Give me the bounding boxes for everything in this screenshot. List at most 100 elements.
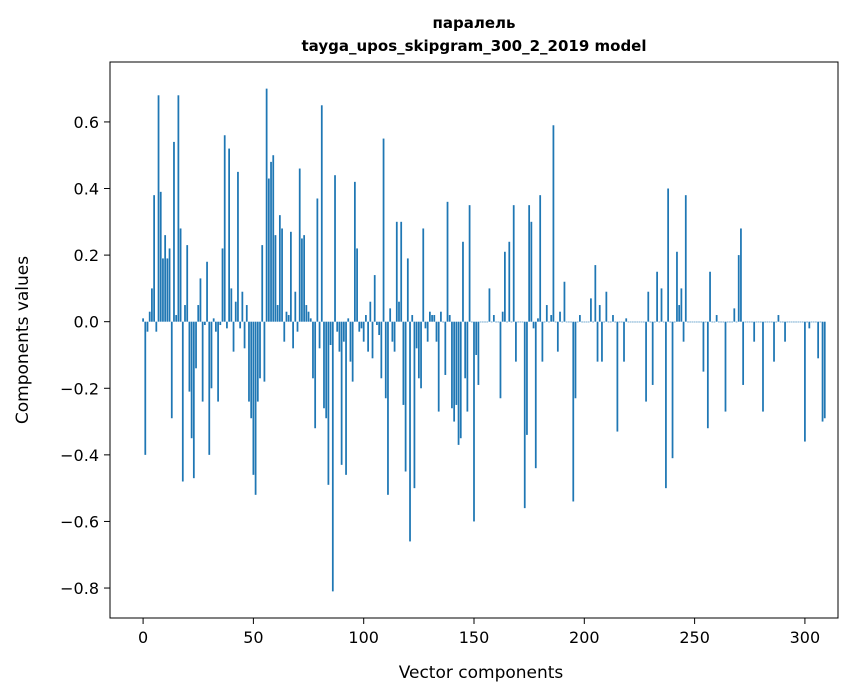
bar [548, 321, 550, 323]
bar [618, 321, 621, 323]
bar [199, 278, 202, 322]
bar [356, 248, 358, 322]
bar [473, 321, 475, 522]
bar [616, 321, 619, 432]
bar [810, 321, 813, 323]
bar [819, 321, 822, 323]
bar [252, 321, 255, 475]
bar [534, 321, 537, 469]
bar [521, 321, 524, 323]
bar [744, 321, 747, 323]
bar [638, 321, 641, 323]
bar [422, 228, 425, 322]
bar [559, 311, 561, 322]
bar [387, 321, 389, 495]
bar [556, 321, 559, 352]
bar [435, 321, 438, 342]
bar [230, 288, 233, 322]
bar [545, 305, 548, 322]
bar [309, 318, 312, 322]
bar [470, 321, 473, 323]
bar [715, 315, 718, 322]
y-axis-ticks: −0.8 −0.6 −0.4 −0.2 0.0 0.2 0.4 0.6 [60, 113, 110, 598]
bar [693, 321, 696, 323]
bar [574, 321, 577, 399]
bar [629, 321, 632, 323]
bar [583, 321, 586, 323]
bar [777, 315, 780, 322]
bar [687, 321, 689, 323]
bar [444, 321, 447, 375]
bar [766, 321, 769, 323]
bar [623, 321, 625, 362]
bar [601, 321, 603, 362]
bar [561, 321, 564, 323]
bar [316, 198, 319, 322]
bar [170, 321, 173, 419]
bar [504, 251, 506, 322]
bar [237, 171, 239, 322]
x-tick-label: 150 [459, 628, 490, 647]
bar [261, 245, 264, 322]
bar [468, 205, 471, 322]
bar [821, 321, 824, 422]
y-tick-label: 0.6 [74, 113, 99, 132]
bar [596, 321, 599, 362]
bar [466, 321, 469, 412]
bar [797, 321, 800, 323]
bar [223, 135, 226, 322]
bar [497, 321, 500, 323]
bar [790, 321, 793, 323]
bar [281, 228, 283, 322]
bar [431, 315, 433, 322]
bar [484, 321, 486, 323]
bar [539, 195, 542, 322]
chart-title-line2: tayga_upos_skipgram_300_2_2019 model [302, 37, 647, 55]
bar [201, 321, 204, 402]
bar [329, 321, 332, 345]
bar [290, 231, 292, 322]
y-tick-label: −0.6 [60, 512, 99, 531]
bar [464, 321, 467, 379]
bar [762, 321, 764, 412]
bar [698, 321, 700, 323]
bar [276, 305, 279, 322]
bar [477, 321, 480, 385]
x-tick-label: 200 [569, 628, 600, 647]
bar [181, 321, 184, 482]
bar [166, 258, 169, 322]
bar [517, 321, 519, 323]
bar [327, 321, 330, 485]
bar [612, 315, 614, 322]
bar [770, 321, 773, 323]
bar [219, 321, 222, 326]
bar [376, 321, 378, 326]
bar [784, 321, 786, 342]
bar [481, 321, 484, 323]
x-tick-label: 0 [138, 628, 148, 647]
bar [448, 315, 451, 322]
bar [373, 275, 376, 322]
bar [587, 321, 590, 323]
bar [320, 105, 323, 322]
bar [446, 201, 449, 322]
bar [323, 321, 325, 409]
bar [353, 181, 356, 322]
bar [338, 321, 341, 352]
bar [506, 321, 508, 323]
bar [479, 321, 482, 323]
bar [598, 305, 601, 322]
bar [592, 321, 594, 323]
bar [362, 321, 365, 342]
x-axis-label: Vector components [399, 663, 564, 683]
bar [759, 321, 762, 323]
bar [709, 271, 711, 322]
bar [367, 321, 369, 352]
bar [173, 141, 175, 322]
y-axis-label: Components values [13, 256, 33, 424]
bar [492, 315, 495, 322]
bar [631, 321, 634, 323]
bar [700, 321, 703, 323]
bar [519, 321, 522, 323]
bar [254, 321, 257, 495]
